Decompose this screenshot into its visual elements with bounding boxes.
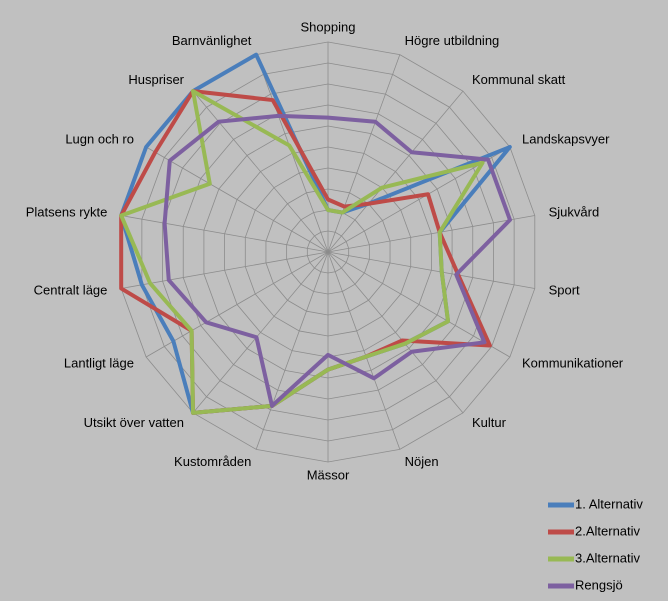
category-label: Kommunikationer — [522, 355, 624, 370]
spoke — [327, 54, 401, 253]
category-label: Barnvänlighet — [172, 33, 252, 48]
category-label: Sport — [549, 282, 580, 297]
legend-label: 3.Alternativ — [575, 550, 641, 565]
spoke — [327, 251, 535, 289]
series-line — [119, 52, 512, 415]
category-label: Nöjen — [405, 454, 439, 469]
spoke — [327, 251, 401, 450]
category-label: Utsikt över vatten — [84, 415, 184, 430]
spoke — [121, 251, 329, 289]
category-label: Centralt läge — [34, 282, 108, 297]
series-line — [119, 89, 492, 415]
spoke — [255, 251, 329, 450]
spoke — [121, 215, 329, 253]
spoke — [192, 251, 329, 414]
category-label: Landskapsvyer — [522, 131, 610, 146]
category-label: Kustområden — [174, 454, 251, 469]
legend-label: Rengsjö — [575, 577, 623, 592]
category-label: Kultur — [472, 415, 507, 430]
series-line — [119, 89, 485, 415]
spoke — [145, 146, 329, 253]
category-label: Mässor — [307, 467, 350, 482]
series-line — [162, 113, 512, 408]
category-label: Shopping — [301, 19, 356, 34]
spoke — [192, 90, 329, 253]
category-label: Högre utbildning — [405, 33, 500, 48]
category-label: Platsens rykte — [26, 205, 108, 220]
spoke — [145, 251, 329, 358]
spoke — [327, 215, 535, 253]
category-label: Lugn och ro — [65, 131, 134, 146]
category-label: Kommunal skatt — [472, 72, 566, 87]
legend-label: 1. Alternativ — [575, 496, 643, 511]
category-label: Sjukvård — [549, 205, 600, 220]
category-label: Huspriser — [128, 72, 184, 87]
spoke — [327, 251, 464, 414]
spoke — [327, 251, 511, 358]
legend-label: 2.Alternativ — [575, 523, 641, 538]
spoke — [327, 90, 464, 253]
category-label: Lantligt läge — [64, 355, 134, 370]
